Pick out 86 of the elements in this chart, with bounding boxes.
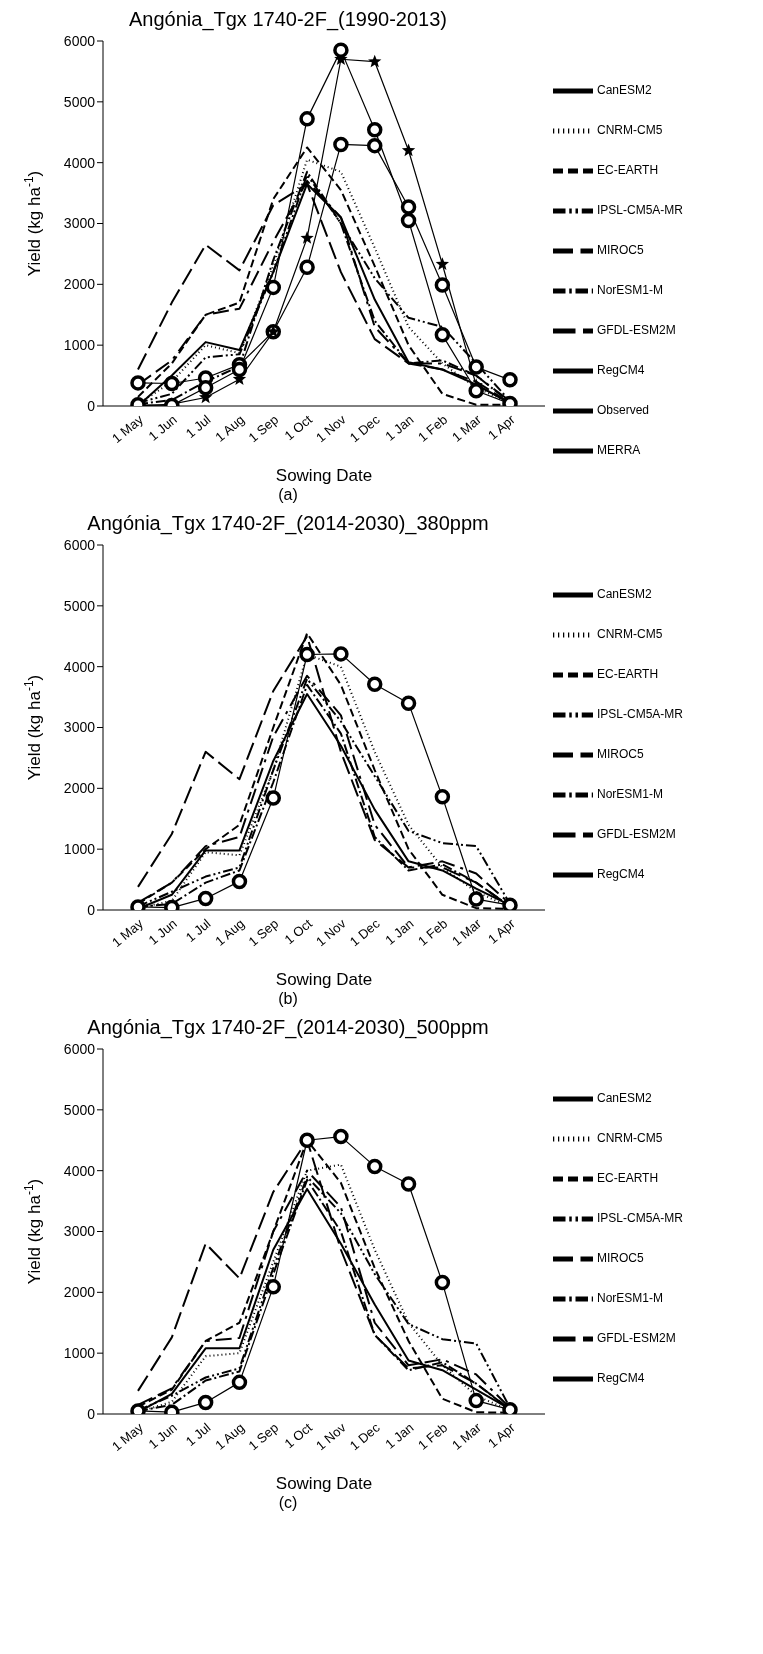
x-tick-label: 1 Apr: [484, 411, 519, 443]
legend-label: CanESM2: [597, 83, 652, 98]
x-tick-label: 1 Jan: [382, 1419, 417, 1452]
x-tick-label: 1 Apr: [484, 915, 519, 947]
legend-label: CanESM2: [597, 587, 652, 602]
legend-label: EC-EARTH: [597, 667, 659, 682]
y-tick-label: 0: [87, 397, 96, 414]
y-tick-label: 1000: [63, 841, 96, 858]
x-tick-label: 1 Apr: [484, 1419, 519, 1451]
x-tick-label: 1 Mar: [448, 411, 485, 445]
x-tick-label: 1 Mar: [448, 1419, 485, 1453]
legend-label: CNRM-CM5: [597, 627, 663, 642]
x-tick-label: 1 Aug: [212, 411, 248, 445]
legend-label: EC-EARTH: [597, 1171, 659, 1186]
x-tick-label: 1 Jul: [182, 411, 214, 442]
chart-title: Angónia_Tgx 1740-2F_(2014-2030)_500ppm: [86, 1016, 490, 1039]
legend-label: CNRM-CM5: [597, 1131, 663, 1146]
legend-label: RegCM4: [597, 1371, 645, 1386]
y-tick-label: 1000: [63, 337, 96, 354]
y-tick-label: 2000: [63, 1284, 96, 1301]
x-tick-label: 1 Jun: [145, 411, 180, 444]
legend-label: IPSL-CM5A-MR: [597, 707, 684, 722]
legend-label: IPSL-CM5A-MR: [597, 1211, 684, 1226]
legend-label: MERRA: [597, 443, 641, 458]
x-tick-label: 1 May: [109, 1419, 147, 1455]
y-tick-label: 6000: [63, 32, 96, 49]
legend-label: GFDL-ESM2M: [597, 827, 676, 842]
y-tick-label: 2000: [63, 780, 96, 797]
x-tick-label: 1 May: [109, 915, 147, 951]
y-tick-label: 5000: [63, 1101, 96, 1118]
y-tick-label: 0: [87, 1405, 96, 1422]
text: (c): [277, 1494, 299, 1512]
legend-label: CanESM2: [597, 1091, 652, 1106]
x-tick-label: 1 Jun: [145, 1419, 180, 1452]
text: (b): [277, 990, 299, 1008]
legend-label: GFDL-ESM2M: [597, 323, 676, 338]
legend-label: MIROC5: [597, 747, 644, 762]
y-tick-label: 3000: [63, 1223, 96, 1240]
x-tick-label: 1 Feb: [415, 1419, 451, 1453]
y-tick-label: 2000: [63, 276, 96, 293]
y-tick-label: 0: [87, 901, 96, 918]
y-tick-label: 1000: [63, 1345, 96, 1362]
x-tick-label: 1 Jul: [182, 1419, 214, 1450]
legend-label: NorESM1-M: [597, 787, 664, 802]
y-tick-label: 6000: [63, 1040, 96, 1057]
legend-label: NorESM1-M: [597, 1291, 664, 1306]
y-tick-label: 3000: [63, 719, 96, 736]
chart-title: Angónia_Tgx 1740-2F_(1990-2013): [128, 8, 448, 31]
x-tick-label: 1 Sep: [245, 1419, 282, 1454]
x-tick-label: 1 Feb: [415, 915, 451, 949]
x-axis-title: Sowing Date: [275, 1474, 373, 1493]
y-tick-label: 6000: [63, 536, 96, 553]
text: (a): [277, 486, 299, 504]
legend-label: CNRM-CM5: [597, 123, 663, 138]
legend-label: GFDL-ESM2M: [597, 1331, 676, 1346]
x-tick-label: 1 Sep: [245, 411, 282, 446]
x-tick-label: 1 Oct: [281, 915, 316, 948]
legend-label: IPSL-CM5A-MR: [597, 203, 684, 218]
x-axis-title: Sowing Date: [275, 970, 373, 989]
y-tick-label: 5000: [63, 93, 96, 110]
x-tick-label: 1 Feb: [415, 411, 451, 445]
chart-title: Angónia_Tgx 1740-2F_(2014-2030)_380ppm: [86, 512, 490, 535]
x-tick-label: 1 Aug: [212, 915, 248, 949]
x-tick-label: 1 Oct: [281, 411, 316, 444]
y-tick-label: 4000: [63, 154, 96, 171]
x-tick-label: 1 Jan: [382, 411, 417, 444]
y-tick-label: 4000: [63, 658, 96, 675]
legend-label: NorESM1-M: [597, 283, 664, 298]
legend-label: MIROC5: [597, 243, 644, 258]
legend-label: EC-EARTH: [597, 163, 659, 178]
y-tick-label: 5000: [63, 597, 96, 614]
x-tick-label: 1 May: [109, 411, 147, 447]
x-axis-title: Sowing Date: [275, 466, 373, 485]
legend-label: Observed: [597, 403, 650, 418]
legend-label: RegCM4: [597, 867, 645, 882]
x-tick-label: 1 Mar: [448, 915, 485, 949]
x-tick-label: 1 Aug: [212, 1419, 248, 1453]
x-tick-label: 1 Jan: [382, 915, 417, 948]
legend-label: MIROC5: [597, 1251, 644, 1266]
x-tick-label: 1 Oct: [281, 1419, 316, 1452]
legend-label: RegCM4: [597, 363, 645, 378]
x-tick-label: 1 Sep: [245, 915, 282, 950]
x-tick-label: 1 Jul: [182, 915, 214, 946]
y-tick-label: 3000: [63, 215, 96, 232]
y-tick-label: 4000: [63, 1162, 96, 1179]
x-tick-label: 1 Jun: [145, 915, 180, 948]
